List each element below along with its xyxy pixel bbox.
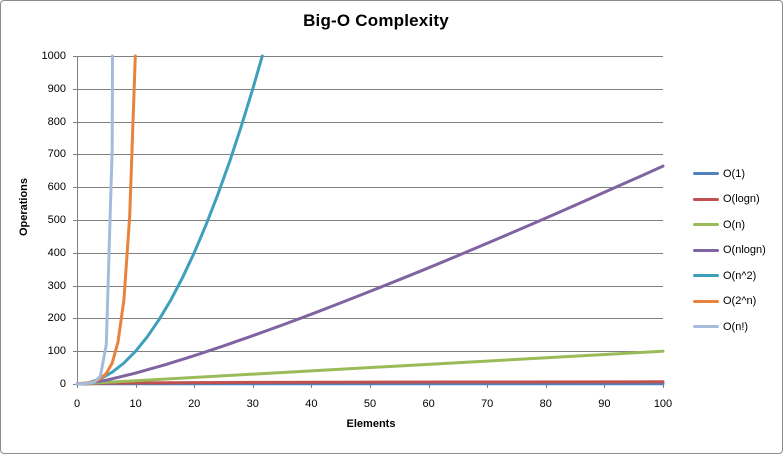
chart-title: Big-O Complexity xyxy=(303,11,449,30)
legend-label: O(2^n) xyxy=(723,295,757,308)
legend-swatch-o-nlogn xyxy=(693,248,719,252)
legend-item-o-n-2: O(n^2) xyxy=(693,263,766,289)
y-tick-label: 600 xyxy=(47,181,66,194)
legend-item-o-n: O(n) xyxy=(693,212,766,238)
series-line-o-n xyxy=(75,349,665,386)
x-tick-label: 70 xyxy=(481,398,494,410)
x-tick-label: 100 xyxy=(653,398,673,410)
legend-label: O(n) xyxy=(723,218,745,231)
x-tick-label: 30 xyxy=(246,398,259,410)
legend-label: O(nlogn) xyxy=(723,244,766,257)
y-tick-label: 200 xyxy=(47,312,66,325)
legend-swatch-o-n xyxy=(693,325,719,329)
legend-swatch-o-2-n xyxy=(693,299,719,303)
x-tick-label: 80 xyxy=(539,398,552,410)
y-tick-label: 0 xyxy=(59,378,66,390)
x-axis-title: Elements xyxy=(346,418,396,430)
y-tick-label: 900 xyxy=(47,82,66,95)
legend-item-o-n: O(n!) xyxy=(693,314,766,340)
legend-item-o-nlogn: O(nlogn) xyxy=(693,238,766,264)
y-tick-label: 100 xyxy=(47,345,66,358)
x-tick-label: 50 xyxy=(363,398,377,410)
legend-label: O(1) xyxy=(723,167,745,180)
legend-swatch-o-n xyxy=(693,223,719,227)
y-axis-title: Operations xyxy=(18,177,30,237)
x-tick-label: 20 xyxy=(188,398,201,410)
x-tick-label: 0 xyxy=(73,398,81,410)
legend-swatch-o-n-2 xyxy=(693,274,719,278)
y-tick-label: 500 xyxy=(47,214,66,226)
x-tick-label: 10 xyxy=(129,398,142,410)
x-tick-label: 60 xyxy=(422,398,435,410)
y-tick-label: 700 xyxy=(47,148,66,161)
x-tick-label: 90 xyxy=(598,398,611,410)
series-line-o-nlogn xyxy=(81,164,665,386)
legend-swatch-o-logn xyxy=(693,197,719,201)
legend: O(1) O(logn) O(n) O(nlogn) O(n^2) O(2^n) O(n!) xyxy=(693,161,766,340)
legend-item-o-logn: O(logn) xyxy=(693,187,766,213)
legend-item-o-1: O(1) xyxy=(693,161,766,187)
series-line-o-n-2 xyxy=(75,54,264,386)
y-tick-label: 300 xyxy=(47,279,66,292)
y-tick-label: 400 xyxy=(47,246,66,259)
y-tick-label: 1000 xyxy=(41,50,66,62)
legend-item-o-2-n: O(2^n) xyxy=(693,289,766,315)
x-tick-label: 40 xyxy=(305,398,318,410)
legend-label: O(n^2) xyxy=(723,269,757,282)
y-tick-label: 800 xyxy=(47,115,66,128)
legend-label: O(n!) xyxy=(723,320,749,333)
legend-label: O(logn) xyxy=(723,193,760,206)
legend-swatch-o-1 xyxy=(693,172,719,176)
series-line-o-n xyxy=(75,54,114,386)
